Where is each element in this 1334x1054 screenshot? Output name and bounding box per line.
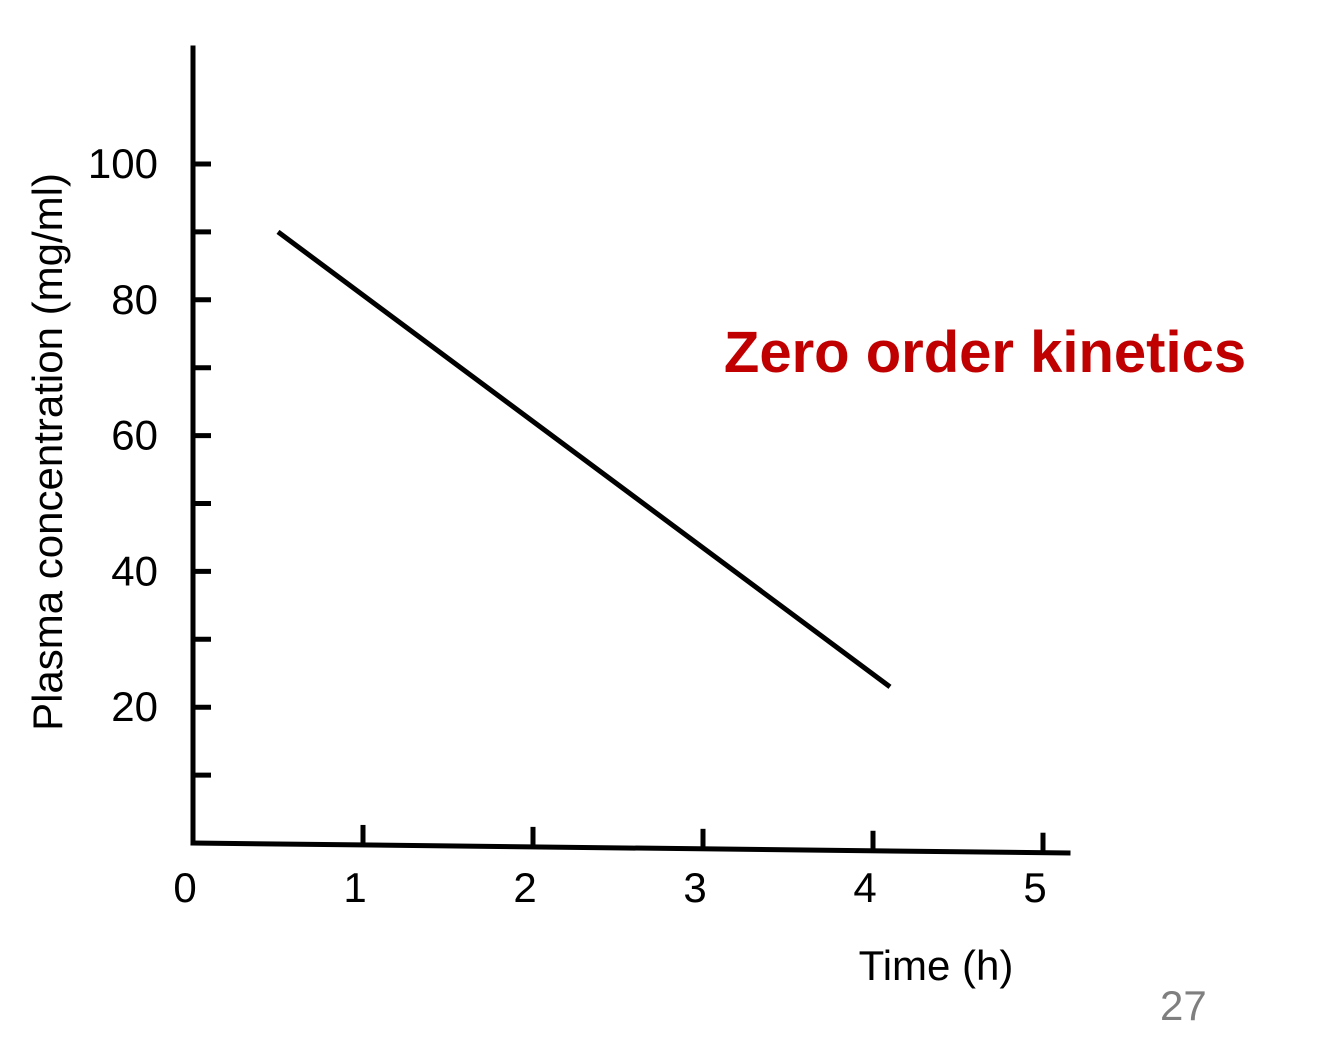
y-axis-title: Plasma concentration (mg/ml) <box>24 173 71 731</box>
y-tick-label: 20 <box>111 683 158 730</box>
x-tick-label: 2 <box>513 864 536 911</box>
x-axis-line <box>190 840 1071 856</box>
x-tick-label: 4 <box>853 864 876 911</box>
y-tick-label: 40 <box>111 547 158 594</box>
x-axis-title: Time (h) <box>859 942 1014 989</box>
series-line <box>276 229 892 689</box>
x-tick-label: 0 <box>173 864 196 911</box>
y-axis-ticks: 20 40 60 80 100 <box>88 140 211 778</box>
x-tick-label: 5 <box>1023 864 1046 911</box>
y-tick-label: 100 <box>88 140 158 187</box>
chart-annotation: Zero order kinetics <box>724 320 1246 385</box>
y-tick-label: 80 <box>111 276 158 323</box>
y-tick-label: 60 <box>111 412 158 459</box>
series-group <box>276 229 892 689</box>
slide-number: 27 <box>1160 982 1207 1029</box>
x-tick-label: 3 <box>683 864 706 911</box>
x-tick-label: 1 <box>343 864 366 911</box>
x-axis-ticks: 0 1 2 3 4 5 <box>173 824 1047 911</box>
